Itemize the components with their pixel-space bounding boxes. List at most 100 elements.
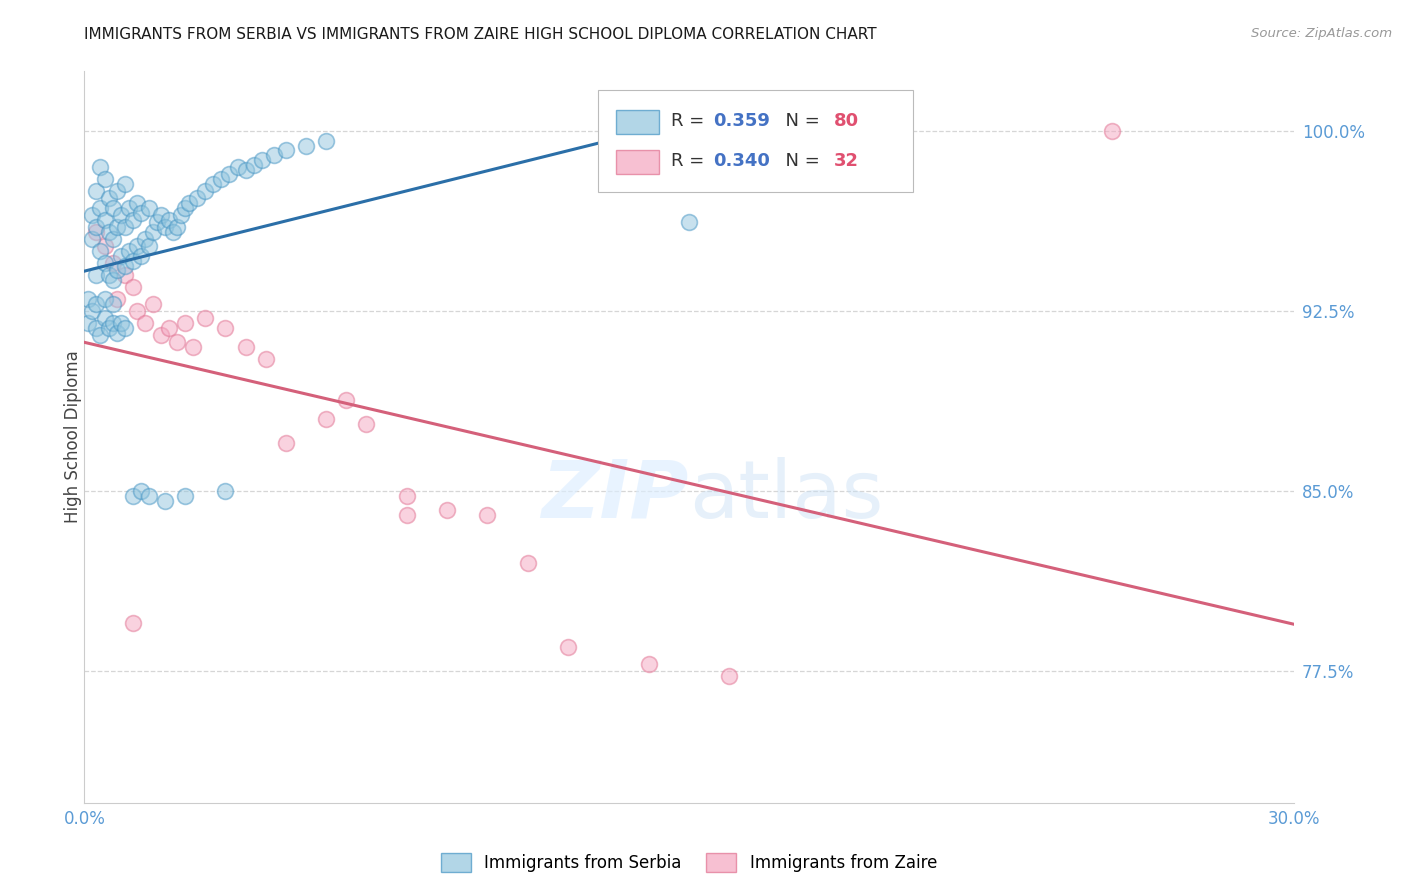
Point [129,483,152,498]
Point [134,232,156,246]
Text: ZIP: ZIP [541,457,689,534]
Point [477,508,499,522]
Point [174,489,197,503]
Point [356,417,378,431]
Point [114,321,136,335]
Point [315,412,337,426]
Point [101,201,124,215]
Point [194,311,217,326]
Point [93,256,115,270]
Point [1101,124,1123,138]
Point [89,328,111,343]
Text: 0.359: 0.359 [713,112,770,130]
Point [89,244,111,259]
Text: 0.340: 0.340 [713,153,770,170]
Point [274,144,297,158]
Text: N =: N = [773,112,825,130]
Point [97,191,120,205]
Point [138,489,160,503]
Point [82,232,104,246]
Y-axis label: High School Diploma: High School Diploma [65,351,82,524]
Text: R =: R = [671,112,710,130]
Point [170,208,193,222]
Point [179,196,201,211]
Point [105,184,128,198]
Point [125,304,148,318]
FancyBboxPatch shape [616,110,659,134]
Point [235,340,257,354]
Point [86,184,108,198]
Point [157,321,180,335]
Text: IMMIGRANTS FROM SERBIA VS IMMIGRANTS FROM ZAIRE HIGH SCHOOL DIPLOMA CORRELATION : IMMIGRANTS FROM SERBIA VS IMMIGRANTS FRO… [84,27,877,42]
Point [97,268,120,283]
Text: atlas: atlas [689,457,883,534]
Point [93,311,115,326]
Text: R =: R = [671,153,710,170]
Point [105,292,128,306]
Point [121,253,143,268]
Point [114,259,136,273]
Point [226,161,249,175]
Point [114,268,136,283]
Point [101,316,124,330]
Point [186,191,208,205]
Text: 80: 80 [834,112,859,130]
Point [181,340,204,354]
Point [118,244,141,259]
Point [86,297,108,311]
Point [89,201,111,215]
Point [93,239,115,253]
Point [678,215,700,229]
Point [174,201,197,215]
Point [153,493,176,508]
Point [235,162,257,177]
Point [516,556,538,570]
FancyBboxPatch shape [599,90,912,192]
Point [89,161,111,175]
Point [118,201,141,215]
Point [86,225,108,239]
Point [149,328,172,343]
Text: Source: ZipAtlas.com: Source: ZipAtlas.com [1251,27,1392,40]
Point [335,392,357,407]
Point [142,225,165,239]
Point [718,669,741,683]
Point [121,213,143,227]
Point [77,316,100,330]
Point [218,168,240,182]
Point [436,503,458,517]
Point [194,184,217,198]
Point [134,316,156,330]
Point [97,321,120,335]
Point [214,321,236,335]
Point [157,213,180,227]
Text: 32: 32 [834,153,859,170]
Point [114,177,136,191]
Point [637,657,659,671]
Point [395,489,418,503]
Point [105,326,128,340]
Point [138,201,160,215]
Point [121,280,143,294]
Point [125,239,148,253]
Point [263,148,285,162]
Text: N =: N = [773,153,825,170]
Point [86,268,108,283]
Point [93,213,115,227]
Point [242,158,264,172]
Point [202,177,225,191]
Legend: Immigrants from Serbia, Immigrants from Zaire: Immigrants from Serbia, Immigrants from … [434,846,943,879]
Point [138,239,160,253]
Point [82,304,104,318]
Point [110,316,132,330]
Point [97,225,120,239]
Point [101,256,124,270]
Point [153,220,176,235]
Point [557,640,579,654]
Point [146,215,169,229]
Point [315,134,337,148]
Point [105,263,128,277]
Point [110,208,132,222]
Point [110,249,132,263]
Point [114,220,136,235]
